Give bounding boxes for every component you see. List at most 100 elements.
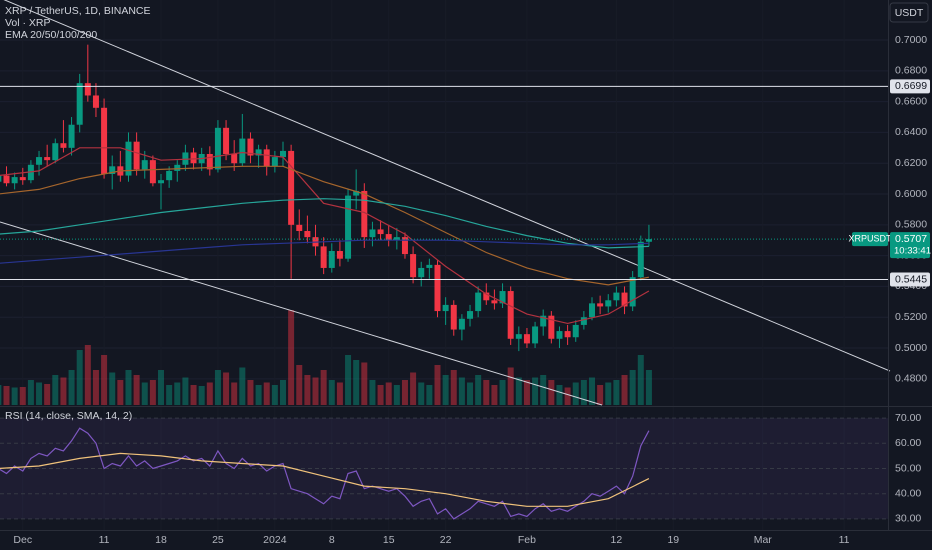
candle-body — [532, 326, 539, 344]
volume-bar — [580, 380, 587, 405]
y-tick-label: 0.5000 — [895, 342, 927, 354]
candle-body — [52, 143, 59, 161]
x-tick-label: 2024 — [263, 534, 287, 546]
last-price-box — [890, 232, 930, 259]
symbol-label-box — [852, 232, 888, 247]
candle-body — [458, 318, 465, 330]
volume-bar — [149, 380, 156, 405]
ema-line — [0, 165, 650, 286]
candle-body — [572, 324, 579, 338]
y-tick-label: 0.4800 — [895, 373, 927, 385]
candle-body — [499, 291, 506, 304]
volume-bar — [52, 375, 59, 405]
x-tick-label: 11 — [839, 534, 850, 546]
candle-body — [141, 160, 148, 170]
volume-bar — [491, 385, 498, 405]
volume-bar — [410, 372, 417, 405]
candle-body — [296, 224, 303, 231]
legend-ema: EMA 20/50/100/200 — [5, 29, 97, 41]
rsi-line — [0, 452, 650, 507]
plot-layer — [0, 44, 888, 520]
candle-body — [27, 164, 34, 181]
volume-bar — [263, 382, 270, 405]
volume-bar — [68, 370, 75, 405]
volume-bar — [296, 365, 303, 405]
x-tick-label: 18 — [155, 534, 167, 546]
volume-bar — [597, 385, 604, 405]
x-tick-label: 11 — [99, 534, 110, 546]
candle-body — [158, 180, 165, 184]
volume-bar — [76, 350, 83, 405]
candle-body — [101, 107, 108, 175]
rsi-tick-label: 40.00 — [895, 487, 921, 499]
volume-bar — [36, 382, 43, 405]
volume-bar — [385, 382, 392, 405]
volume-bar — [320, 370, 327, 405]
candle-body — [410, 254, 417, 278]
y-tick-label: 0.6800 — [895, 65, 927, 77]
candle-body — [645, 239, 652, 242]
volume-bar — [540, 375, 547, 405]
candle-body — [182, 152, 189, 165]
candle-body — [345, 195, 352, 259]
rsi-tick-label: 70.00 — [895, 412, 921, 424]
candle-body — [580, 317, 587, 325]
volume-bar — [377, 385, 384, 405]
volume-bar — [393, 385, 400, 405]
candle-body — [483, 292, 490, 301]
candle-body — [418, 267, 425, 278]
y-tick-label: 0.5200 — [895, 311, 927, 323]
volume-bar — [507, 367, 514, 405]
volume-bar — [223, 372, 230, 405]
currency-button[interactable] — [889, 2, 929, 23]
ema-line — [0, 198, 649, 249]
x-tick-label: 12 — [611, 534, 623, 546]
rsi-tick-label: 60.00 — [895, 437, 921, 449]
rsi-title: RSI (14, close, SMA, 14, 2) — [5, 410, 132, 422]
price-label: 0.6699 — [895, 80, 927, 92]
volume-bar — [231, 382, 238, 405]
trend-line — [0, 221, 603, 406]
candle-body — [247, 138, 254, 156]
x-tick-label: Mar — [754, 534, 773, 546]
volume-bar — [605, 382, 612, 405]
rsi-tick-label: 30.00 — [895, 513, 921, 525]
price-label: 0.5445 — [895, 273, 927, 285]
volume-bar — [434, 365, 441, 405]
volume-bar — [572, 382, 579, 405]
volume-bar — [361, 362, 368, 405]
candle-body — [149, 160, 156, 184]
ema-line — [0, 239, 649, 264]
x-tick-label: Feb — [518, 534, 536, 546]
candle-body — [475, 292, 482, 312]
volume-bar — [92, 370, 99, 405]
candle-body — [589, 303, 595, 318]
candle-body — [84, 83, 91, 96]
volume-bar — [499, 380, 506, 405]
volume-bar — [44, 384, 51, 405]
candle-body — [637, 241, 644, 278]
y-tick-label: 0.7000 — [895, 34, 927, 46]
candle-body — [328, 251, 335, 268]
volume-bar — [0, 385, 2, 405]
volume-bar — [190, 385, 197, 405]
candle-body — [214, 127, 221, 170]
candle-body — [166, 170, 173, 181]
volume-bar — [475, 375, 482, 405]
volume-bar — [564, 387, 571, 405]
rsi-line — [0, 427, 650, 520]
candle-body — [491, 300, 498, 304]
volume-bar — [467, 382, 474, 405]
candle-body — [467, 311, 474, 319]
volume-bar — [198, 386, 205, 405]
trend-line — [3, 0, 891, 372]
volume-bar — [483, 380, 490, 405]
candle-body — [271, 157, 278, 167]
candle-body — [11, 177, 18, 184]
volume-bar — [133, 375, 140, 405]
volume-bar — [589, 377, 595, 405]
volume-bar — [515, 377, 522, 405]
candle-body — [385, 234, 392, 241]
y-tick-label: 0.6600 — [895, 95, 927, 107]
